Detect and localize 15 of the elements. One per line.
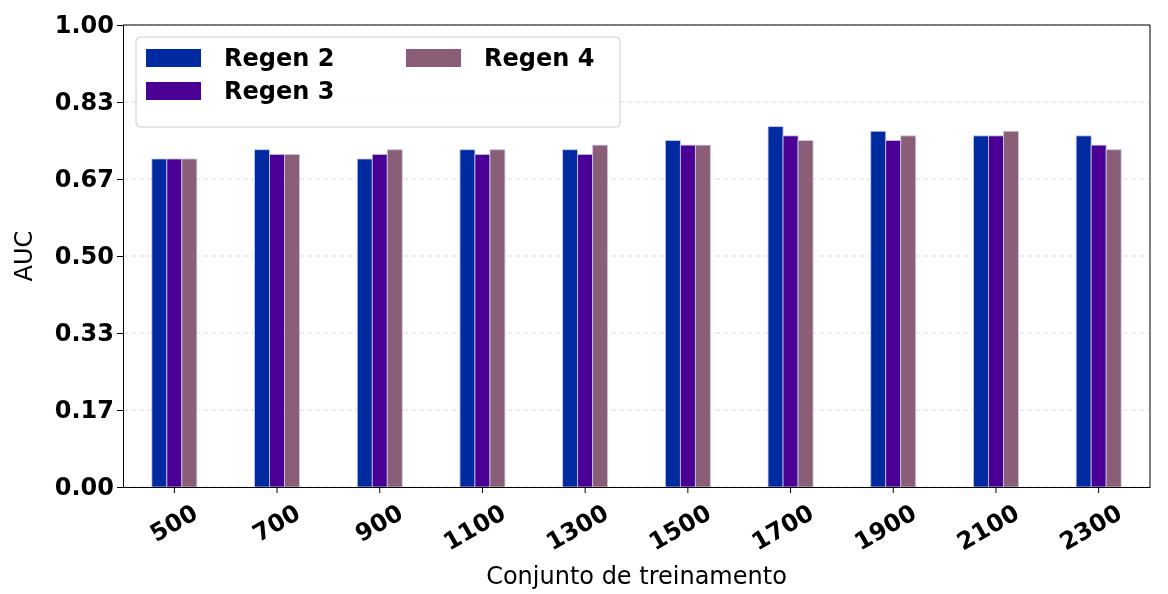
x-tick-label: 500 — [144, 498, 203, 548]
y-tick-label: 0.17 — [54, 396, 114, 425]
legend-label: Regen 3 — [224, 77, 335, 105]
x-tick-label: 900 — [350, 498, 408, 548]
y-tick-label: 1.00 — [54, 11, 114, 40]
y-tick-label: 0.50 — [54, 242, 114, 271]
x-axis-title: Conjunto de treinamento — [486, 562, 787, 590]
y-axis-title: AUC — [10, 230, 38, 282]
y-tick-label: 0.00 — [54, 473, 114, 502]
y-tick-label: 0.67 — [54, 165, 114, 194]
y-tick-label: 0.83 — [54, 88, 114, 117]
legend-label: Regen 4 — [484, 44, 595, 72]
legend-label: Regen 2 — [224, 44, 335, 72]
y-tick-label: 0.33 — [54, 319, 114, 348]
x-tick-label: 700 — [247, 498, 306, 548]
